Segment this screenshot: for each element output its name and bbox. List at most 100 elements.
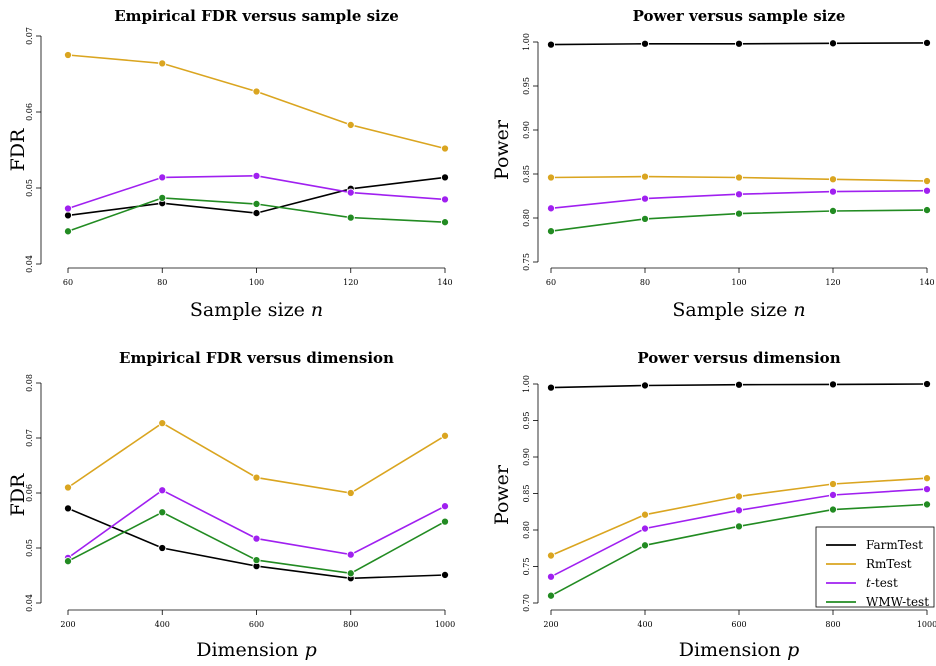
data-point-farmtest [922, 38, 932, 47]
y-tick-label: 0.06 [25, 103, 34, 121]
data-point-farmtest [158, 543, 167, 553]
legend-box [815, 526, 935, 608]
chart-panel-4: Power versus dimension 200 400 600 800 1000 0.… [491, 349, 936, 661]
data-point-rmtest [346, 488, 355, 498]
data-point-wmw-test [828, 505, 838, 514]
data-point-farmtest [828, 380, 838, 389]
legend-label-rmtest: RmTest [866, 557, 912, 571]
data-point-rmtest [734, 492, 744, 501]
data-point-wmw-test [734, 522, 744, 531]
y-tick-label: 1.00 [522, 375, 531, 393]
x-axis-label: Dimension p [679, 639, 800, 661]
data-point-t-test [734, 190, 744, 199]
data-point-rmtest [158, 419, 167, 428]
x-tick-label: 800 [343, 620, 358, 629]
data-point-rmtest [640, 510, 650, 519]
y-tick-label: 0.05 [25, 179, 34, 197]
x-axis-label: Sample size n [672, 299, 805, 321]
data-point-wmw-test [346, 213, 355, 222]
data-point-wmw-test [252, 556, 261, 565]
y-tick-label: 0.90 [522, 121, 531, 139]
legend-label-t-test: t-test [866, 576, 898, 590]
y-axis-label: Power [491, 464, 513, 525]
series-line-rmtest [67, 422, 446, 494]
data-point-wmw-test [440, 517, 450, 526]
data-point-t-test [546, 204, 556, 213]
y-axis-label: FDR [7, 473, 29, 516]
data-point-rmtest [640, 172, 650, 181]
chart-panel-2: Power versus sample size 60 80 100 120 140 0.7… [491, 7, 935, 321]
data-point-wmw-test [440, 218, 450, 227]
data-point-rmtest [546, 173, 556, 182]
chart-title: Empirical FDR versus sample size [114, 7, 399, 25]
y-axis-label: FDR [7, 128, 29, 171]
data-point-t-test [440, 195, 450, 204]
y-tick-label: 0.05 [25, 539, 34, 557]
data-point-rmtest [828, 175, 838, 184]
x-tick-label: 60 [546, 278, 556, 287]
data-point-rmtest [346, 120, 355, 129]
x-tick-label: 200 [543, 620, 558, 629]
data-point-wmw-test [828, 206, 838, 216]
data-point-rmtest [828, 479, 838, 489]
series-line-rmtest [67, 54, 446, 150]
data-point-wmw-test [158, 193, 167, 202]
data-point-rmtest [252, 473, 261, 482]
x-tick-label: 100 [249, 278, 264, 287]
x-axis-label: Sample size n [190, 299, 323, 321]
data-point-t-test [440, 502, 450, 511]
x-tick-label: 1000 [435, 620, 455, 629]
legend-label-wmw-test: WMW-test [866, 595, 929, 609]
chart-panel-1: Empirical FDR versus sample size 60 80 100 1… [7, 7, 453, 321]
series-line-t-test [67, 489, 446, 559]
data-point-wmw-test [546, 227, 556, 236]
data-point-t-test [828, 187, 838, 196]
data-point-rmtest [546, 551, 556, 560]
data-point-wmw-test [63, 227, 73, 236]
legend-label-farmtest: FarmTest [866, 538, 923, 552]
data-point-wmw-test [922, 500, 932, 509]
data-point-rmtest [63, 483, 73, 492]
data-point-rmtest [158, 59, 167, 68]
data-point-farmtest [828, 39, 838, 48]
data-point-farmtest [640, 39, 650, 48]
data-point-farmtest [734, 39, 744, 48]
y-tick-label: 0.08 [25, 374, 34, 392]
data-point-t-test [158, 486, 167, 495]
x-tick-label: 100 [731, 278, 746, 287]
data-point-t-test [546, 572, 556, 581]
x-tick-label: 800 [825, 620, 840, 629]
data-point-rmtest [440, 431, 450, 440]
y-tick-label: 0.80 [522, 521, 531, 539]
data-point-rmtest [63, 50, 73, 60]
data-point-t-test [828, 490, 838, 500]
x-tick-label: 60 [63, 278, 73, 287]
x-tick-label: 120 [825, 278, 840, 287]
data-point-t-test [922, 485, 932, 494]
x-tick-label: 80 [640, 278, 650, 287]
y-tick-label: 0.95 [522, 412, 531, 430]
data-point-t-test [734, 506, 744, 515]
data-point-t-test [252, 534, 261, 543]
y-tick-label: 0.07 [25, 429, 34, 447]
data-point-farmtest [546, 383, 556, 392]
chart-title: Power versus sample size [633, 7, 846, 25]
x-tick-label: 600 [731, 620, 746, 629]
data-point-t-test [252, 171, 261, 180]
data-point-farmtest [63, 504, 73, 513]
x-tick-label: 140 [437, 278, 452, 287]
y-tick-label: 0.80 [522, 209, 531, 227]
y-tick-label: 0.04 [25, 594, 34, 612]
data-point-t-test [346, 550, 355, 559]
y-tick-label: 0.85 [522, 485, 531, 503]
data-point-t-test [640, 524, 650, 533]
y-tick-label: 0.70 [522, 594, 531, 612]
x-tick-label: 400 [637, 620, 652, 629]
chart-title: Power versus dimension [637, 349, 840, 367]
data-point-rmtest [922, 176, 932, 186]
data-point-t-test [63, 204, 73, 213]
data-point-farmtest [440, 173, 450, 182]
data-point-farmtest [252, 209, 261, 218]
data-point-t-test [346, 188, 355, 197]
